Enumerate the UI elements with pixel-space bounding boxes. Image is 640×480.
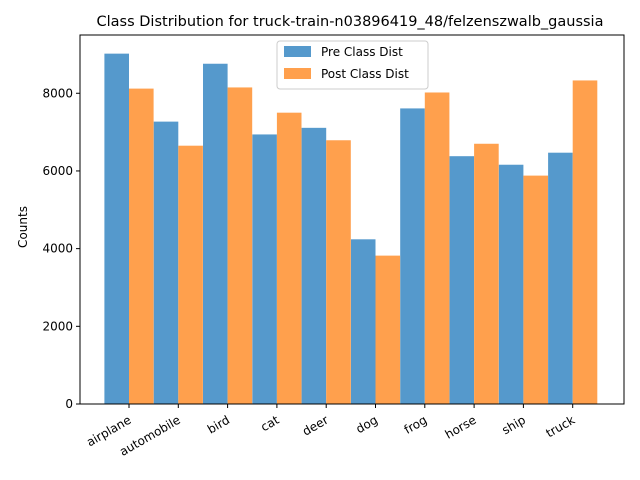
legend-label-post: Post Class Dist — [321, 67, 409, 81]
bar-pre-horse — [449, 156, 475, 404]
plot-frame — [79, 34, 625, 405]
bar-post-frog — [424, 92, 450, 404]
y-tick-label: 4000 — [42, 242, 73, 256]
bar-pre-airplane — [104, 53, 129, 404]
bar-pre-dog — [350, 239, 376, 404]
chart-title: Class Distribution for truck-train-n0389… — [97, 14, 604, 30]
bar-pre-deer — [301, 127, 327, 404]
bar-post-ship — [523, 175, 548, 404]
legend: Pre Class Dist Post Class Dist — [276, 40, 429, 90]
bar-post-airplane — [129, 88, 154, 404]
bar-post-dog — [375, 255, 401, 404]
y-tick-label: 6000 — [42, 164, 73, 178]
y-tick-label: 2000 — [42, 319, 73, 333]
bar-pre-cat — [252, 134, 277, 404]
legend-label-pre: Pre Class Dist — [321, 45, 403, 59]
x-tick-label-truck: truck — [544, 413, 578, 441]
legend-swatch-post — [284, 68, 311, 79]
bar-pre-frog — [400, 108, 425, 405]
bar-post-horse — [474, 143, 499, 405]
x-tick-label-frog: frog — [402, 413, 430, 437]
y-axis-label: Counts — [16, 206, 30, 248]
legend-box — [276, 40, 429, 90]
y-ticks-group: 0 2000 4000 6000 8000 — [42, 86, 80, 411]
y-tick-label: 0 — [65, 397, 73, 411]
x-tick-label-dog: dog — [353, 413, 380, 436]
y-tick-label: 8000 — [42, 86, 73, 100]
bar-post-truck — [572, 80, 598, 405]
bar-pre-ship — [498, 164, 524, 404]
bar-pre-automobile — [153, 121, 179, 405]
x-tick-label-bird: bird — [205, 413, 232, 437]
legend-swatch-pre — [284, 46, 311, 57]
bar-post-bird — [227, 87, 253, 405]
x-tick-label-horse: horse — [443, 413, 479, 442]
bar-post-deer — [326, 140, 351, 405]
x-tick-label-cat: cat — [258, 413, 281, 435]
bar-post-automobile — [178, 145, 203, 404]
x-tick-label-ship: ship — [499, 413, 527, 438]
bar-pre-bird — [203, 63, 228, 404]
x-tick-label-deer: deer — [300, 413, 331, 439]
bar-pre-truck — [548, 152, 573, 404]
bars-group — [104, 53, 598, 405]
bar-post-cat — [276, 112, 302, 405]
